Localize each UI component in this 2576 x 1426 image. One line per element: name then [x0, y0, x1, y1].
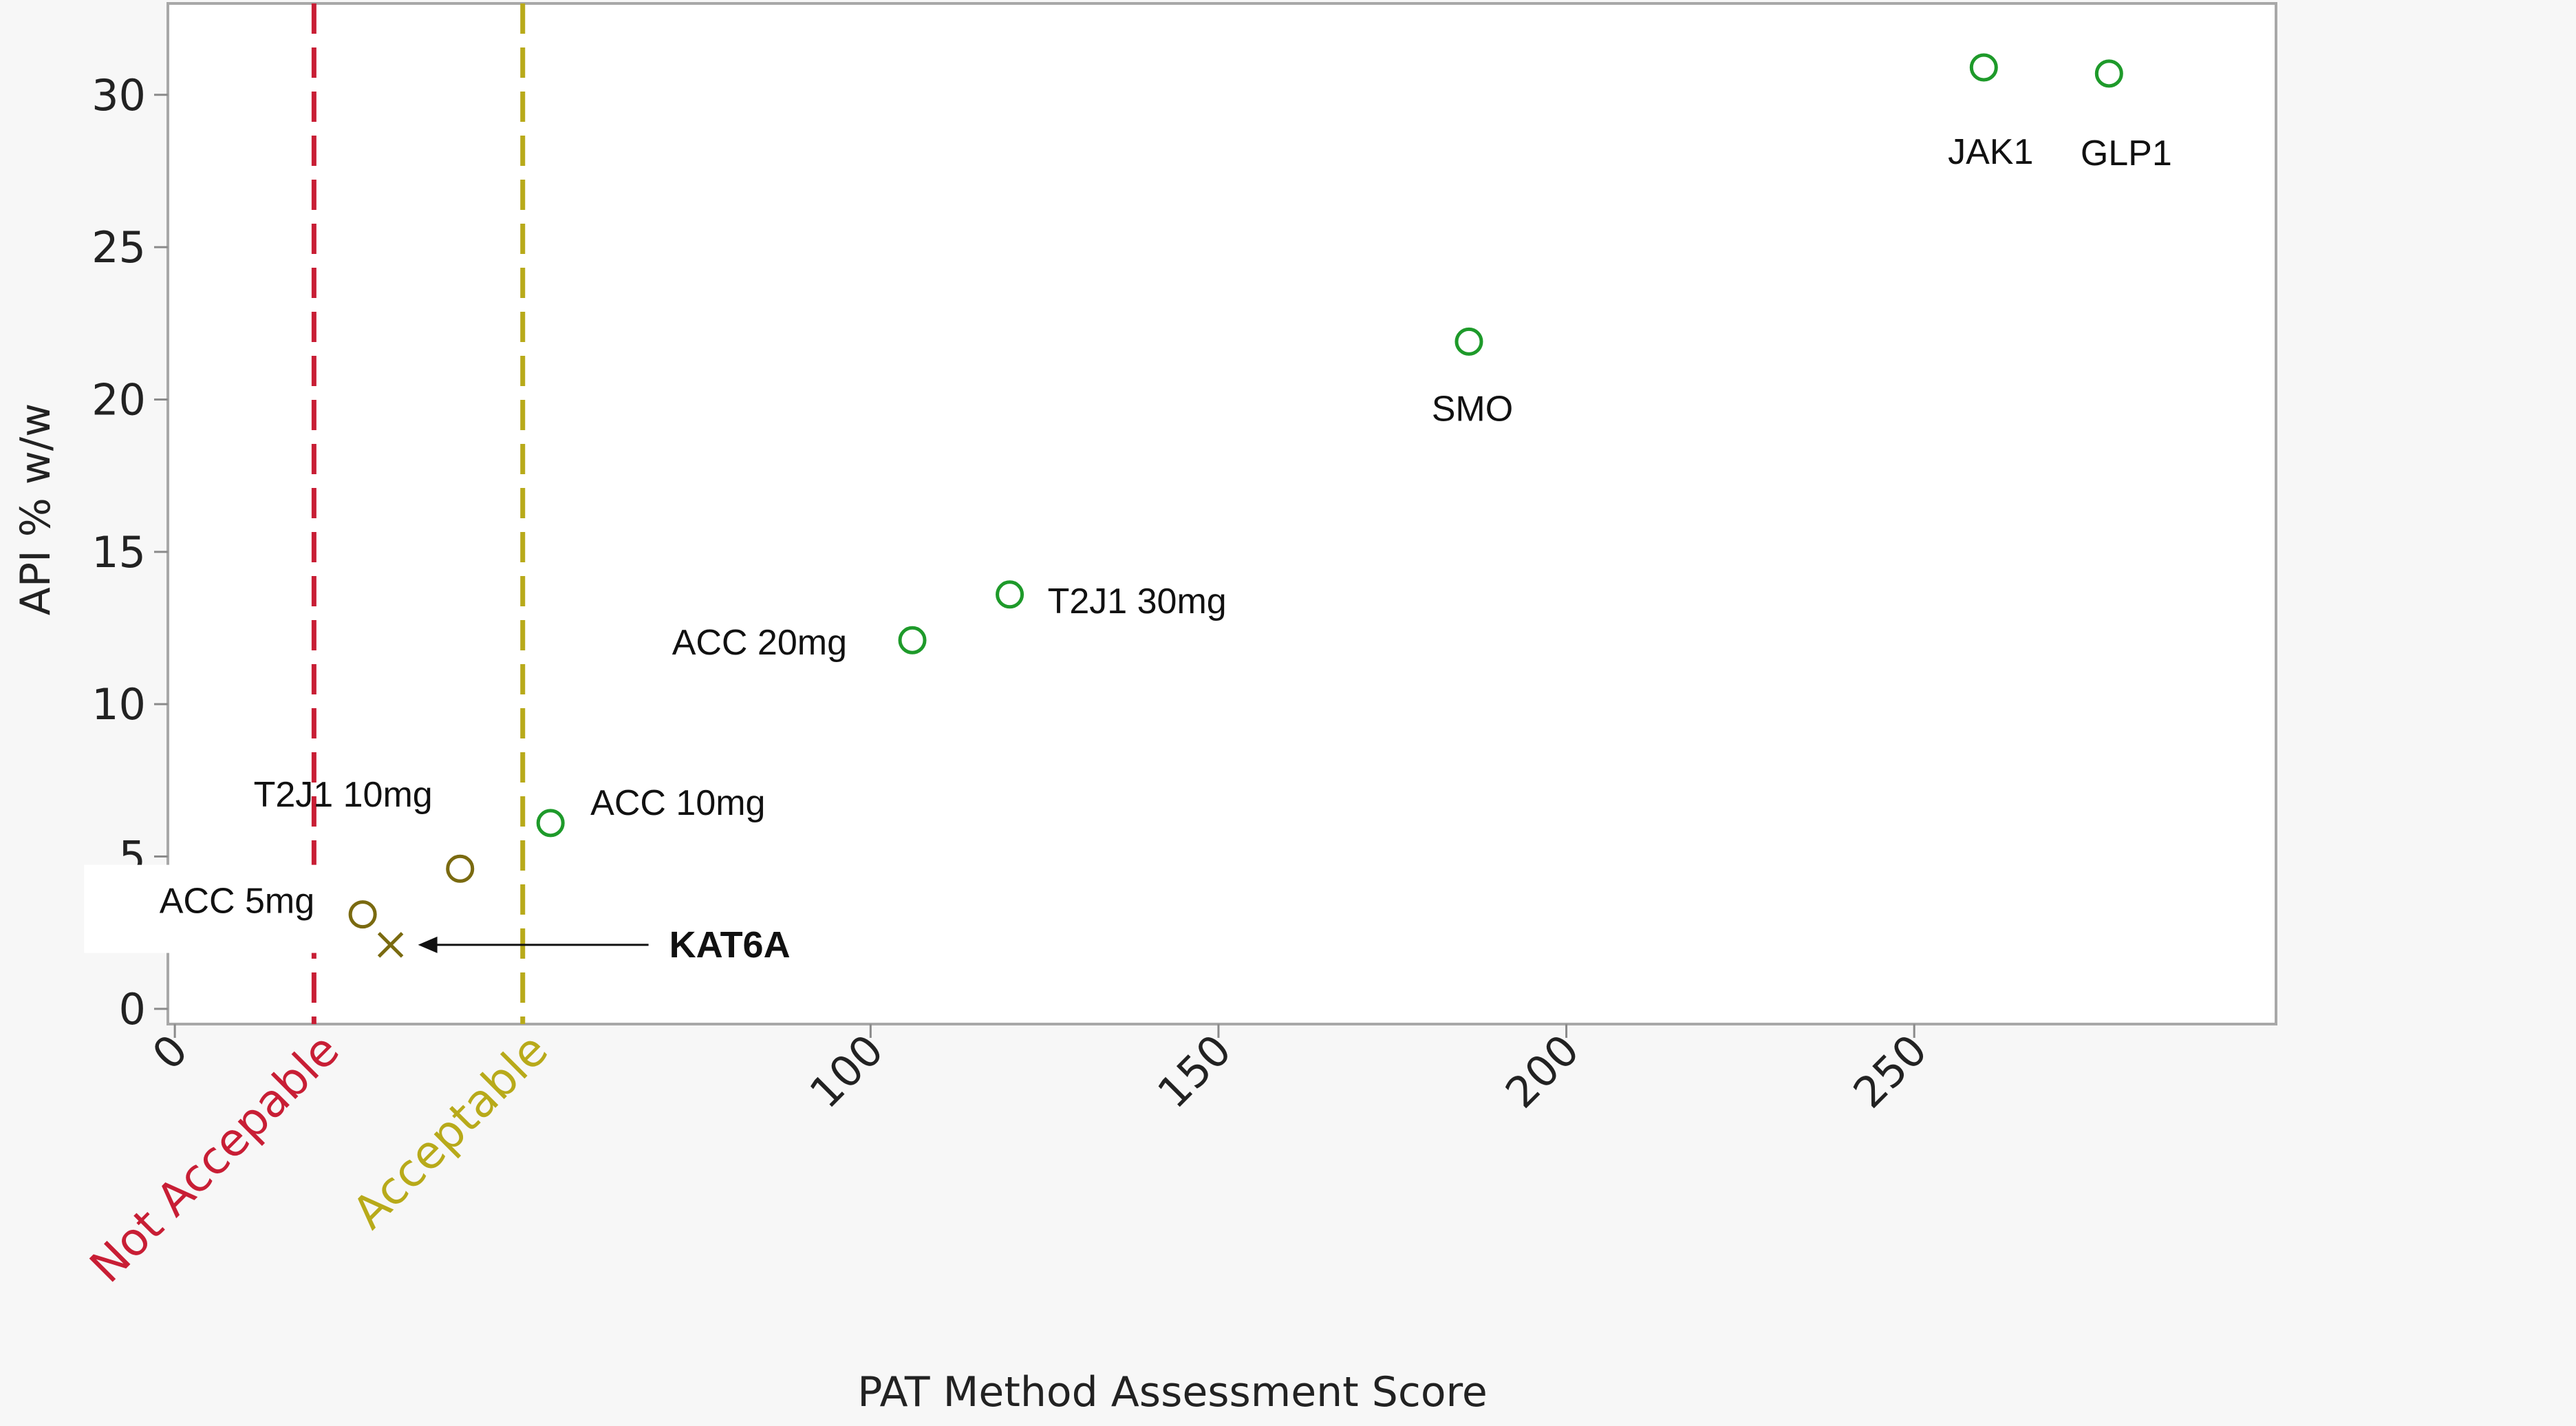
data-point-label: ACC 10mg — [590, 783, 765, 823]
data-point-circle — [2094, 59, 2123, 88]
y-tick-label: 25 — [92, 222, 146, 273]
label-background — [84, 864, 322, 953]
y-tick-label: 0 — [119, 984, 146, 1034]
y-axis-title: API % w/w — [12, 403, 60, 615]
data-point-circle — [1455, 327, 1483, 356]
data-point-circle — [348, 900, 377, 929]
data-point-label: ACC 5mg — [160, 882, 314, 922]
data-point-circle — [1969, 53, 1998, 82]
annotation-arrow-head — [418, 936, 438, 953]
data-point-circle — [996, 580, 1024, 609]
data-point-label: KAT6A — [669, 924, 791, 966]
data-point-x-marker — [377, 932, 404, 958]
y-tick-label: 30 — [92, 70, 146, 120]
data-point-circle — [536, 809, 565, 838]
y-tick-label: 15 — [92, 527, 146, 577]
data-point-label: JAK1 — [1948, 132, 2033, 172]
x-axis-title: PAT Method Assessment Score — [857, 1368, 1488, 1416]
data-point-label: ACC 20mg — [672, 623, 847, 663]
y-tick-label: 10 — [92, 679, 146, 730]
data-point-circle — [898, 626, 927, 655]
data-point-label: SMO — [1432, 389, 1513, 429]
y-tick-label: 20 — [92, 374, 146, 425]
data-point-label: T2J1 30mg — [1048, 582, 1227, 621]
data-point-label: T2J1 10mg — [254, 775, 433, 815]
data-point-circle — [446, 854, 475, 883]
plot-frame — [167, 2, 2277, 1025]
data-point-label: GLP1 — [2081, 134, 2172, 173]
